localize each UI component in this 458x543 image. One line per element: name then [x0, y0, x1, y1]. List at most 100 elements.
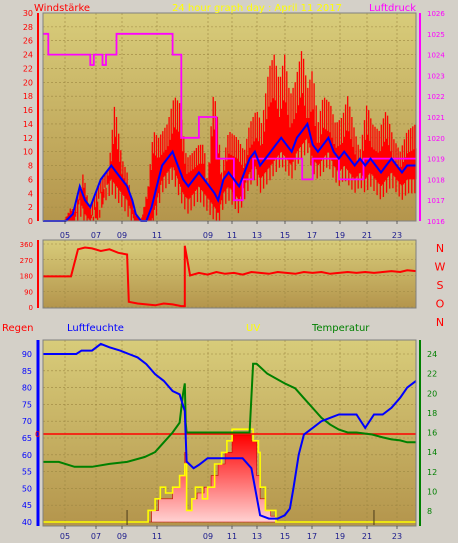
temperature-y-tick-label: 18 — [427, 409, 437, 418]
x-tick-label: 15 — [280, 532, 290, 541]
humidity-y-axis: 40 45 50 55 60 65 70 75 80 85 90 — [22, 340, 40, 527]
wind-direction-data — [43, 245, 417, 308]
direction-y-tick-label: 360 — [20, 241, 33, 249]
humidity-y-tick-label: 90 — [22, 350, 32, 359]
x-tick-label: 21 — [362, 231, 372, 240]
wind-y-tick-label: 30 — [23, 9, 33, 18]
pressure-series — [43, 32, 416, 202]
temperature-y-tick-label: 24 — [427, 350, 437, 359]
pressure-y-axis-right: 1016 1017 1018 1019 1020 1021 1022 1023 1024 1025… — [419, 10, 445, 226]
humidity-y-tick-label: 40 — [22, 518, 32, 527]
humidity-y-tick-label: 85 — [22, 367, 32, 376]
wind-y-tick-label: 28 — [23, 23, 33, 32]
wind-average-series — [43, 121, 416, 222]
rain-zero-label: 0 — [35, 430, 40, 439]
x-tick-label: 11 — [227, 231, 237, 240]
wind-y-tick-label: 0 — [28, 217, 33, 226]
uv-label: UV — [246, 323, 260, 334]
climate-panel-frame — [42, 339, 417, 527]
humidity-y-tick-label: 50 — [22, 484, 32, 493]
pressure-y-tick-label: 1022 — [427, 93, 445, 101]
wind-y-tick-label: 24 — [23, 51, 33, 60]
direction-y-tick-label: 270 — [20, 257, 33, 265]
pressure-y-tick-label: 1016 — [427, 218, 445, 226]
x-tick-label: 23 — [392, 532, 402, 541]
wind-direction-series — [43, 245, 417, 308]
x-tick-label: 21 — [362, 532, 372, 541]
x-tick-label: 09 — [203, 231, 213, 240]
wind-speed-label: Windstärke — [34, 3, 90, 14]
x-tick-label: 19 — [335, 231, 345, 240]
temperature-y-tick-label: 8 — [427, 507, 432, 516]
x-tick-label: 15 — [280, 231, 290, 240]
humidity-series — [43, 342, 417, 520]
wind-y-tick-label: 4 — [28, 189, 33, 198]
x-tick-label: 13 — [252, 532, 262, 541]
humidity-y-tick-label: 70 — [22, 417, 32, 426]
compass-label: N — [436, 316, 444, 329]
temperature-y-tick-label: 14 — [427, 448, 437, 457]
humidity-label: Luftfeuchte — [67, 323, 124, 334]
uv-series — [43, 428, 416, 523]
wind-y-tick-label: 8 — [28, 162, 33, 171]
x-tick-label: 07 — [91, 231, 101, 240]
x-tick-label: 09 — [117, 532, 127, 541]
pressure-label: Luftdruck — [369, 3, 416, 14]
x-tick-label: 17 — [307, 231, 317, 240]
direction-y-tick-label: 90 — [24, 288, 33, 296]
wind-y-tick-label: 12 — [23, 134, 33, 143]
pressure-y-tick-label: 1021 — [427, 114, 445, 122]
x-tick-label: 09 — [117, 231, 127, 240]
humidity-y-tick-label: 80 — [22, 384, 32, 393]
solar-radiation-area — [43, 434, 416, 523]
direction-y-tick-label: 180 — [20, 273, 33, 281]
pressure-y-tick-label: 1024 — [427, 52, 445, 60]
compass-label: N — [436, 242, 444, 255]
temperature-y-tick-label: 16 — [427, 429, 437, 438]
wind-panel-frame — [42, 12, 417, 222]
direction-y-tick-label: 0 — [29, 304, 33, 312]
humidity-y-tick-label: 75 — [22, 400, 32, 409]
x-tick-label: 11 — [152, 231, 162, 240]
x-tick-label: 09 — [203, 532, 213, 541]
x-tick-label: 23 — [392, 231, 402, 240]
x-tick-label: 13 — [252, 231, 262, 240]
humidity-y-tick-label: 55 — [22, 468, 32, 477]
x-tick-label: 11 — [152, 532, 162, 541]
temperature-y-tick-label: 12 — [427, 468, 437, 477]
temperature-y-tick-label: 20 — [427, 389, 437, 398]
wind-y-tick-label: 10 — [23, 148, 33, 157]
chart-title: 24 hour graph day : April 11 2017 — [172, 3, 342, 14]
climate-x-axis: 05 07 09 11 09 11 13 15 17 19 21 23 — [60, 526, 402, 541]
x-tick-label: 11 — [227, 532, 237, 541]
rain-label: Regen — [2, 323, 34, 334]
wind-y-tick-label: 2 — [28, 203, 33, 212]
wind-y-tick-label: 18 — [23, 92, 33, 101]
climate-panel-data — [43, 342, 417, 525]
compass-label: S — [437, 279, 444, 292]
pressure-y-tick-label: 1026 — [427, 10, 445, 18]
wind-direction-panel-frame — [42, 239, 417, 309]
temperature-label: Temperatur — [311, 323, 370, 334]
pressure-y-tick-label: 1017 — [427, 197, 445, 205]
x-tick-label: 07 — [91, 532, 101, 541]
temperature-y-tick-label: 10 — [427, 487, 437, 496]
humidity-y-tick-label: 45 — [22, 501, 32, 510]
pressure-y-tick-label: 1025 — [427, 31, 445, 39]
wind-x-axis: 05 07 09 11 09 11 13 15 17 19 21 23 — [60, 221, 402, 240]
pressure-y-tick-label: 1018 — [427, 176, 445, 184]
humidity-y-tick-label: 65 — [22, 434, 32, 443]
wind-y-tick-label: 26 — [23, 37, 33, 46]
pressure-y-tick-label: 1023 — [427, 72, 445, 80]
wind-direction-y-axis: 0 90 180 270 360 — [20, 240, 39, 312]
pressure-y-tick-label: 1020 — [427, 135, 445, 143]
temperature-y-tick-label: 22 — [427, 370, 437, 379]
temperature-y-axis: 8 10 12 14 16 18 20 22 24 — [419, 340, 437, 526]
wind-y-tick-label: 6 — [28, 175, 33, 184]
compass-label: O — [436, 298, 445, 311]
wind-y-tick-label: 22 — [23, 64, 33, 73]
x-tick-label: 19 — [335, 532, 345, 541]
